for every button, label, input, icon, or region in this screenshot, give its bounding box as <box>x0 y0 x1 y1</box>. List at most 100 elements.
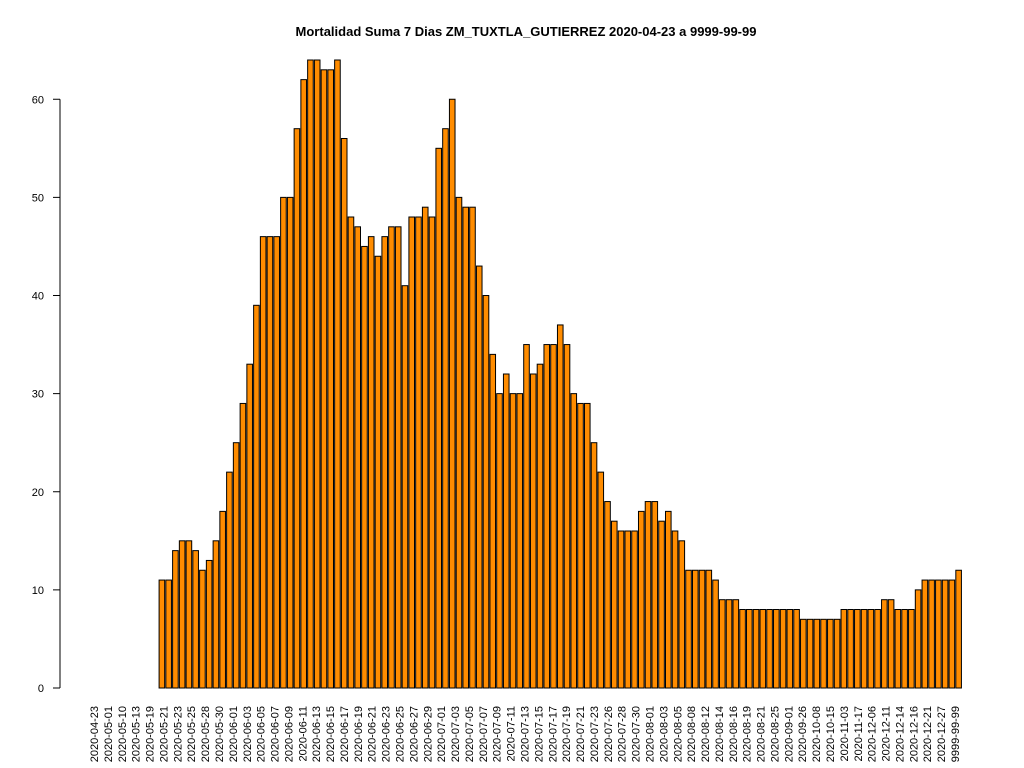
x-tick-label: 2020-07-21 <box>575 706 587 762</box>
x-tick-label: 9999-99-99 <box>950 706 962 762</box>
x-tick-label: 2020-06-21 <box>367 706 379 762</box>
bar <box>719 599 726 689</box>
x-tick-label: 2020-08-21 <box>756 706 768 762</box>
bar <box>935 579 942 689</box>
x-tick-label: 2020-08-12 <box>700 706 712 762</box>
bar <box>705 569 713 689</box>
bar <box>854 609 861 689</box>
bar <box>408 216 416 689</box>
bar <box>253 304 260 689</box>
bar <box>226 471 233 689</box>
bar <box>773 609 780 689</box>
bar <box>881 599 888 689</box>
bar <box>833 618 841 689</box>
bar <box>583 402 591 689</box>
bar <box>496 393 503 689</box>
x-tick-label: 2020-10-15 <box>825 706 837 762</box>
bar <box>550 344 557 689</box>
bar <box>320 69 328 689</box>
bar <box>280 196 287 689</box>
bar <box>577 402 584 689</box>
x-tick-labels: 2020-04-23 2020-05-01 2020-05-10 2020-05-13… <box>89 706 962 762</box>
x-tick-label: 2020-12-11 <box>881 706 893 761</box>
bar <box>739 609 746 689</box>
bar <box>185 540 193 689</box>
bar <box>678 540 686 689</box>
x-tick-label: 2020-08-08 <box>686 706 698 762</box>
bar <box>455 196 463 689</box>
bar <box>192 550 199 689</box>
bar <box>955 569 962 689</box>
x-tick-label: 2020-07-26 <box>603 706 615 762</box>
bar <box>401 285 409 689</box>
bar <box>847 609 854 689</box>
x-tick-label: 2020-08-03 <box>658 706 670 762</box>
bar <box>489 353 497 689</box>
bar <box>212 540 220 689</box>
x-tick-label: 2020-06-15 <box>325 706 337 762</box>
bar <box>928 579 935 689</box>
x-tick-label: 2020-04-23 <box>89 706 101 762</box>
bar <box>725 599 733 689</box>
bar <box>813 618 821 689</box>
x-tick-label: 2020-06-13 <box>311 706 323 762</box>
x-tick-label: 2020-06-07 <box>270 706 282 762</box>
y-tick-label: 10 <box>32 585 44 597</box>
bar <box>752 609 760 689</box>
x-tick-label: 2020-07-30 <box>631 706 643 762</box>
bar <box>448 98 456 689</box>
x-tick-label: 2020-08-01 <box>644 706 656 762</box>
x-tick-label: 2020-11-03 <box>839 706 851 761</box>
bar <box>914 589 922 689</box>
bar <box>516 393 524 689</box>
x-tick-label: 2020-07-19 <box>561 706 573 762</box>
bar <box>806 618 814 689</box>
x-tick-label: 2020-08-05 <box>672 706 684 762</box>
x-tick-label: 2020-06-05 <box>256 706 268 762</box>
bar <box>867 609 875 689</box>
bar <box>232 442 240 689</box>
y-tick-label: 30 <box>32 389 44 401</box>
x-tick-label: 2020-12-14 <box>894 706 906 762</box>
x-tick-label: 2020-06-09 <box>283 706 295 762</box>
x-tick-label: 2020-05-30 <box>214 706 226 762</box>
chart-title: Mortalidad Suma 7 Dias ZM_TUXTLA_GUTIERR… <box>296 24 757 39</box>
bar <box>334 59 341 689</box>
bar <box>266 236 274 689</box>
bar <box>286 196 294 689</box>
bar <box>746 609 753 689</box>
x-tick-label: 2020-05-10 <box>117 706 129 762</box>
bar <box>421 206 429 689</box>
bar <box>172 550 179 689</box>
bar <box>651 501 659 689</box>
x-tick-label: 2020-05-13 <box>131 706 143 762</box>
x-tick-label: 2020-05-23 <box>172 706 184 762</box>
bar <box>543 344 551 689</box>
bar <box>779 609 787 689</box>
x-tick-label: 2020-07-05 <box>464 706 476 762</box>
bar <box>874 609 881 689</box>
y-tick-label: 50 <box>32 192 44 204</box>
bar <box>590 442 598 689</box>
x-tick-label: 2020-06-17 <box>339 706 351 762</box>
bar <box>428 216 436 689</box>
bar <box>435 147 443 689</box>
x-tick-label: 2020-07-03 <box>450 706 462 762</box>
bar <box>732 599 740 689</box>
x-tick-label: 2020-07-15 <box>533 706 545 762</box>
x-tick-label: 2020-09-26 <box>797 706 809 762</box>
bar <box>178 540 186 689</box>
bar <box>840 609 848 689</box>
bar <box>610 520 618 689</box>
bar <box>617 530 625 689</box>
x-tick-label: 2020-08-25 <box>769 706 781 762</box>
bar <box>901 609 908 689</box>
bar <box>327 69 334 689</box>
bar <box>671 530 679 689</box>
x-tick-label: 2020-11-17 <box>853 706 865 761</box>
x-tick-label: 2020-12-21 <box>922 706 934 762</box>
bar <box>563 344 571 689</box>
y-axis: 0 10 20 30 40 50 60 <box>32 94 61 695</box>
x-tick-label: 2020-05-25 <box>186 706 198 762</box>
bar <box>509 393 517 689</box>
